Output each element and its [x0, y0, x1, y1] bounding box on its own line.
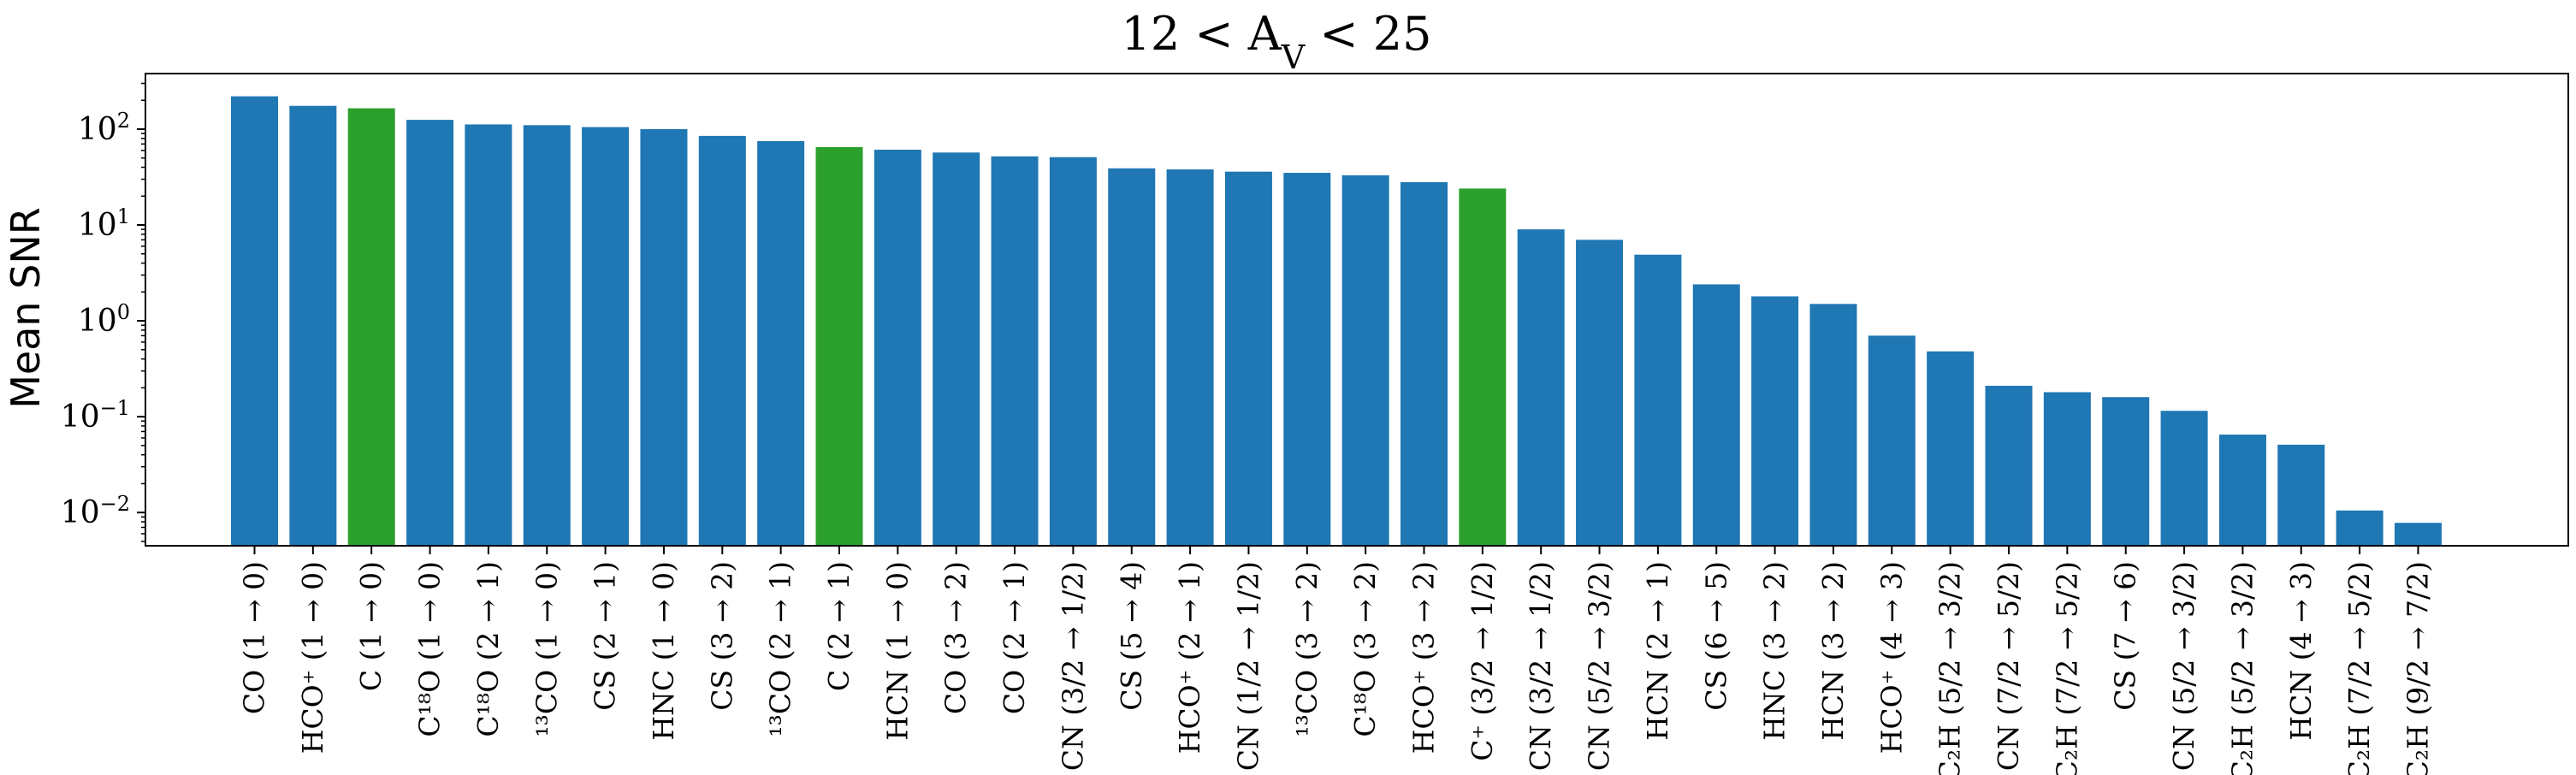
x-tick-label: CN (5/2 → 3/2) — [2167, 561, 2200, 771]
x-tick-label: HCO⁺ (1 → 0) — [296, 561, 329, 754]
bar-17 — [1166, 169, 1214, 546]
x-tick-label: CN (5/2 → 3/2) — [1583, 561, 1616, 771]
bar-26 — [1692, 284, 1740, 546]
x-tick-label: CS (2 → 1) — [589, 561, 622, 711]
x-tick-label: HNC (1 → 0) — [647, 561, 680, 741]
bar-30 — [1927, 351, 1975, 546]
bar-11 — [815, 146, 863, 546]
bar-31 — [1985, 385, 2033, 546]
x-tick-label: HCO⁺ (4 → 3) — [1874, 561, 1908, 754]
x-tick-label: C₂H (5/2 → 3/2) — [1933, 561, 1967, 775]
bar-23 — [1517, 229, 1565, 546]
bar-33 — [2102, 397, 2150, 546]
x-tick-label: C⁺ (3/2 → 1/2) — [1466, 561, 1499, 761]
bar-15 — [1049, 157, 1097, 546]
x-tick-label: CO (2 → 1) — [998, 561, 1031, 714]
bar-22 — [1459, 188, 1507, 546]
bar-16 — [1108, 168, 1156, 546]
x-tick-label: C₂H (5/2 → 3/2) — [2225, 561, 2259, 775]
bar-32 — [2043, 392, 2091, 546]
bar-6 — [523, 125, 571, 546]
x-tick-label: CS (7 → 6) — [2109, 561, 2142, 711]
x-tick-label: CO (3 → 2) — [939, 561, 973, 714]
x-tick-label: CN (1/2 → 1/2) — [1231, 561, 1264, 771]
bar-14 — [991, 156, 1039, 547]
bar-9 — [698, 135, 746, 546]
bar-4 — [406, 120, 454, 546]
bar-24 — [1576, 240, 1624, 546]
bar-8 — [640, 128, 688, 546]
plot-frame — [145, 73, 2569, 547]
x-tick-label: C¹⁸O (1 → 0) — [413, 561, 447, 737]
x-tick-label: C (2 → 1) — [822, 561, 856, 691]
bar-27 — [1751, 296, 1799, 546]
x-tick-label: C (1 → 0) — [354, 561, 388, 691]
x-tick-label: C¹⁸O (3 → 2) — [1348, 561, 1382, 737]
bar-1 — [231, 96, 278, 546]
x-tick-label: HCN (1 → 0) — [880, 561, 914, 741]
x-tick-label: ¹³CO (2 → 1) — [764, 561, 797, 737]
bar-20 — [1341, 175, 1389, 546]
bar-18 — [1224, 171, 1272, 546]
x-tick-label: HCO⁺ (2 → 1) — [1173, 561, 1206, 754]
y-tick-label: 100 — [78, 300, 130, 339]
chart-title: 12 < AV < 25 — [1121, 7, 1431, 76]
y-axis: 10−2 10−1 100 101 102 — [61, 82, 145, 542]
x-tick-label: HCN (2 → 1) — [1641, 561, 1674, 741]
bar-38 — [2394, 523, 2442, 546]
bar-5 — [465, 124, 512, 546]
y-tick-label: 10−1 — [61, 396, 130, 435]
x-tick-label: CO (1 → 0) — [238, 561, 271, 714]
x-tick-label: HCN (4 → 3) — [2284, 561, 2318, 741]
bar-7 — [582, 127, 630, 547]
y-tick-label: 101 — [78, 204, 130, 243]
bar-12 — [873, 150, 921, 546]
y-tick-label: 102 — [78, 109, 130, 147]
x-axis: CO (1 → 0) HCO⁺ (1 → 0) C (1 → 0) C¹⁸O (1 →… — [238, 546, 2434, 775]
x-tick-label: CS (5 → 4) — [1115, 561, 1148, 711]
x-tick-label: C¹⁸O (2 → 1) — [471, 561, 505, 737]
bar-3 — [347, 108, 395, 546]
bar-37 — [2336, 510, 2384, 546]
bar-25 — [1634, 254, 1682, 546]
bar-19 — [1283, 173, 1331, 546]
y-tick-label: 10−2 — [61, 492, 130, 530]
bars-group — [231, 96, 2442, 547]
x-tick-label: ¹³CO (1 → 0) — [530, 561, 563, 737]
bar-10 — [757, 140, 805, 547]
x-tick-label: C₂H (7/2 → 5/2) — [2050, 561, 2083, 775]
bar-2 — [289, 105, 337, 546]
x-tick-label: HNC (3 → 2) — [1758, 561, 1791, 741]
bar-13 — [933, 152, 980, 546]
x-tick-label: ¹³CO (3 → 2) — [1290, 561, 1324, 737]
x-tick-label: CN (3/2 → 1/2) — [1524, 561, 1557, 771]
x-tick-label: CS (3 → 2) — [705, 561, 738, 711]
y-axis-label: Mean SNR — [3, 207, 49, 409]
bar-35 — [2218, 435, 2266, 546]
bar-34 — [2160, 411, 2208, 546]
x-tick-label: CS (6 → 5) — [1699, 561, 1732, 711]
bar-36 — [2277, 444, 2325, 546]
x-tick-label: C₂H (9/2 → 7/2) — [2401, 561, 2434, 775]
bar-29 — [1868, 335, 1916, 546]
x-tick-label: CN (3/2 → 1/2) — [1056, 561, 1089, 771]
x-tick-label: C₂H (7/2 → 5/2) — [2342, 561, 2376, 775]
bar-28 — [1809, 304, 1857, 546]
x-tick-label: CN (7/2 → 5/2) — [1992, 561, 2025, 771]
x-tick-label: HCN (3 → 2) — [1816, 561, 1850, 741]
x-tick-label: HCO⁺ (3 → 2) — [1407, 561, 1441, 754]
bar-21 — [1401, 181, 1448, 546]
